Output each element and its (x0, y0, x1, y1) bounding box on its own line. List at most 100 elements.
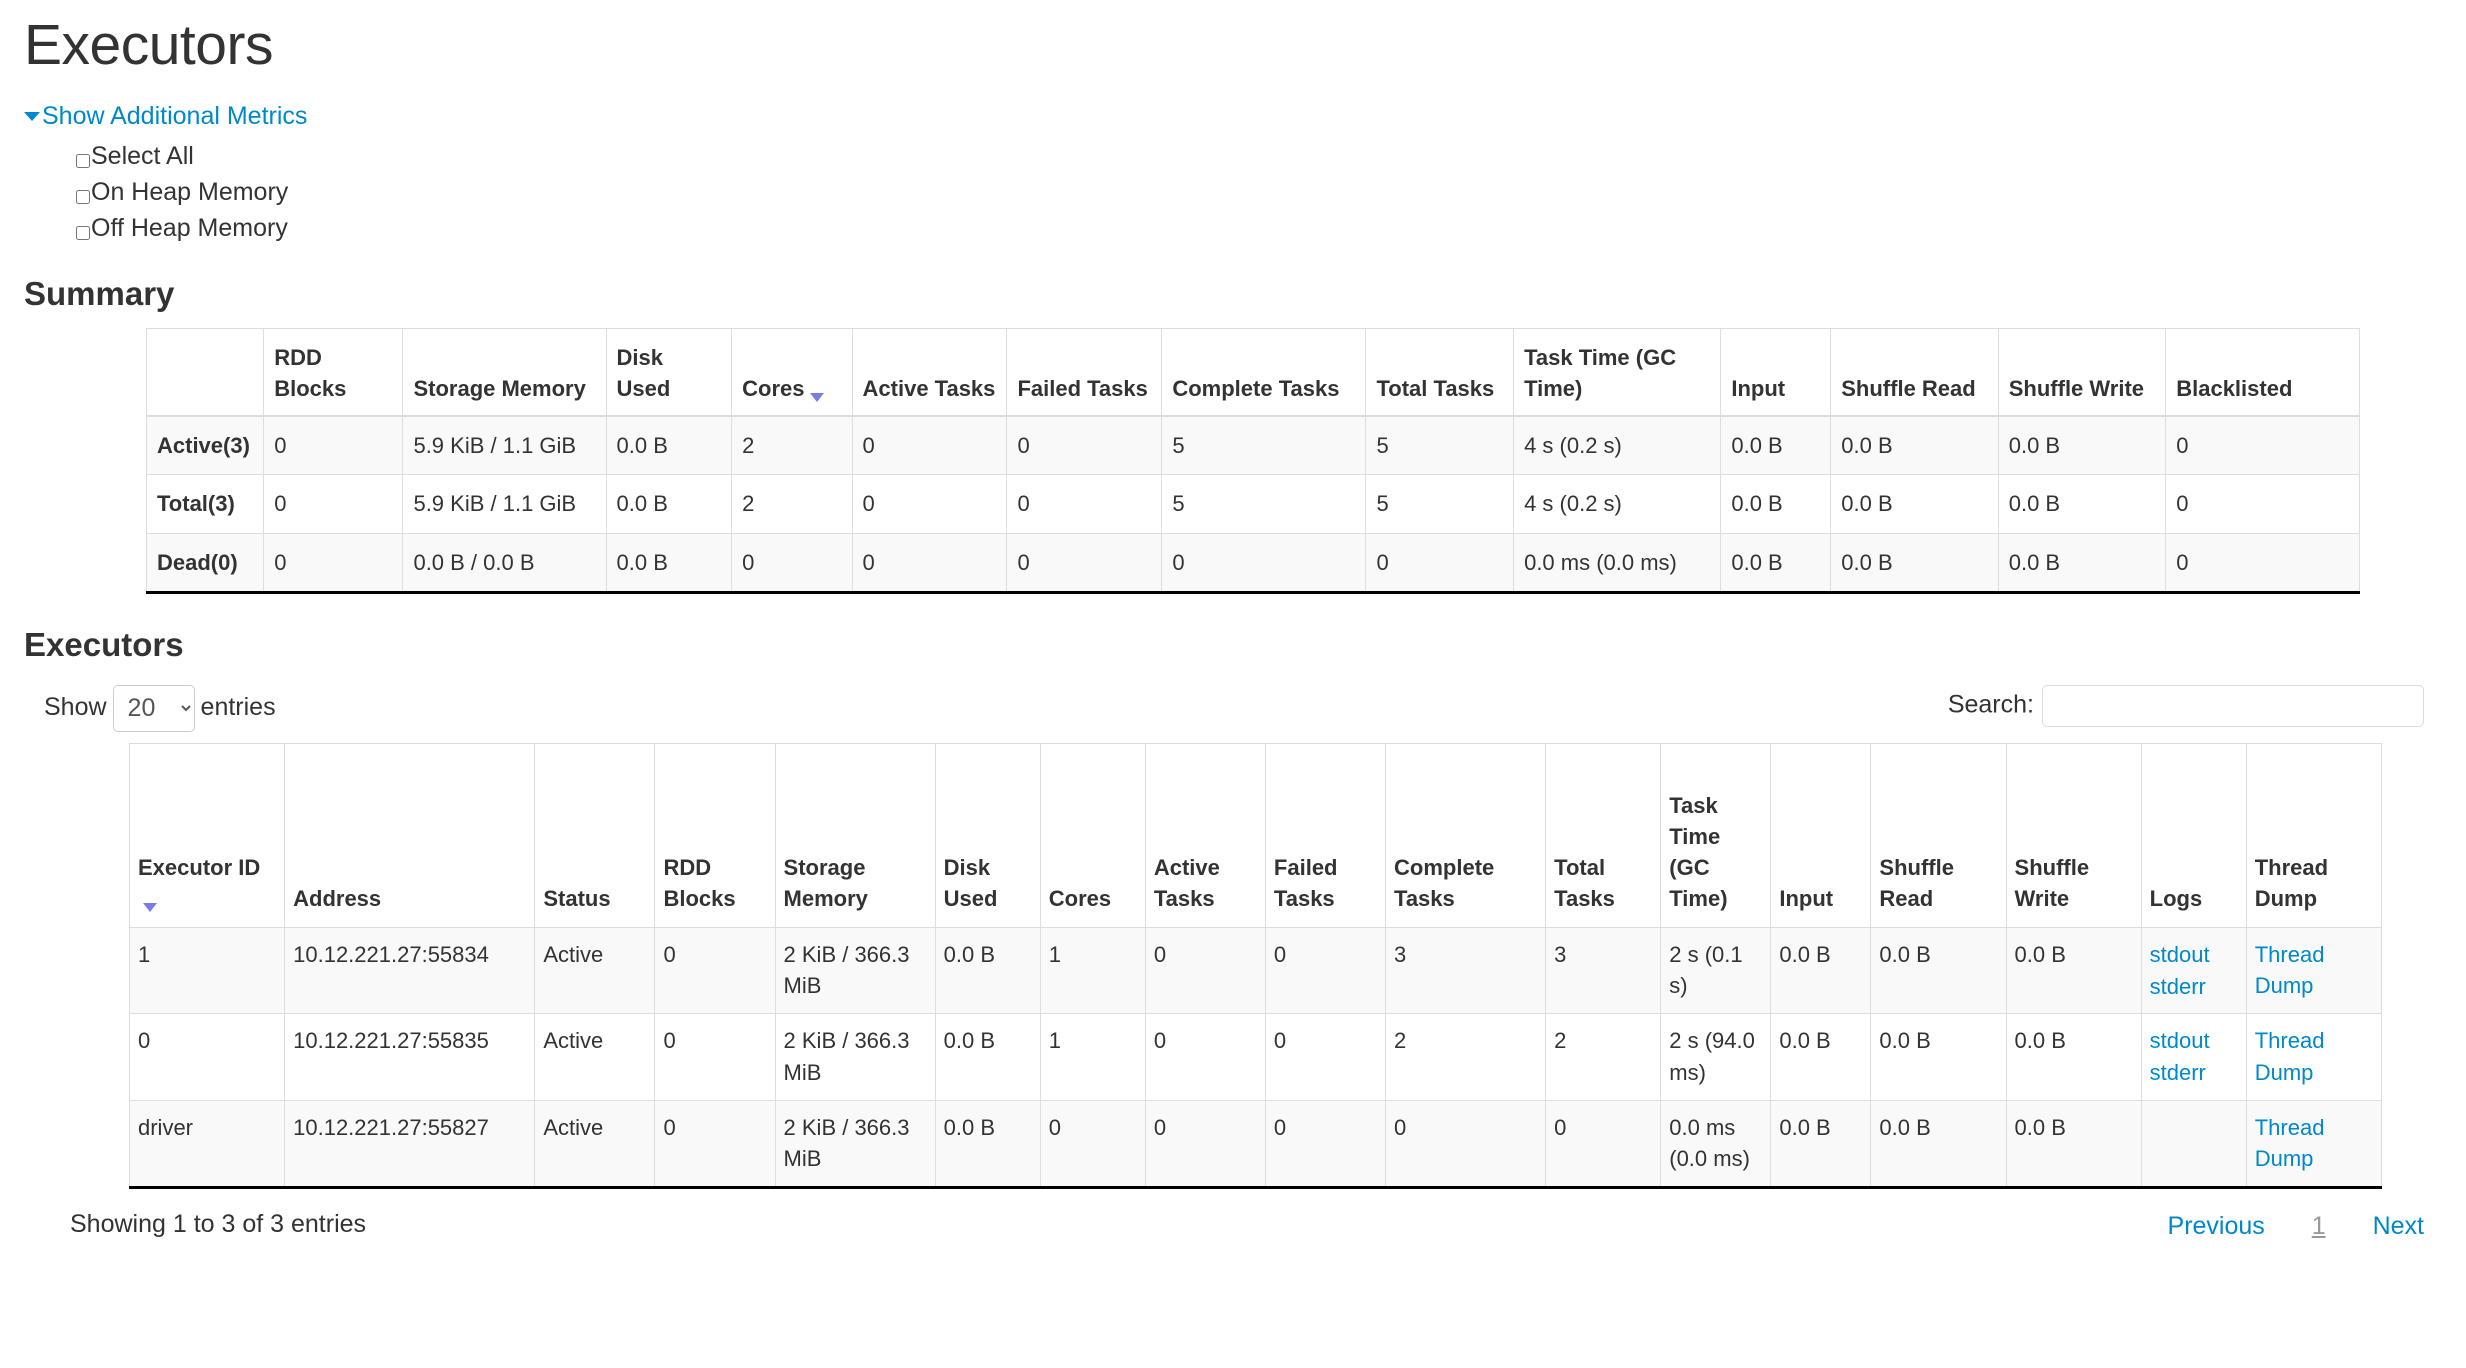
summary-col-rdd-blocks[interactable]: RDD Blocks (263, 327, 404, 418)
cell-address: 10.12.221.27:55835 (284, 1013, 536, 1102)
cell-logs: stdout stderr (2140, 926, 2247, 1015)
search-label: Search: (1947, 690, 2034, 719)
cell-logs (2140, 1100, 2247, 1188)
exec-col-status[interactable]: Status (534, 742, 656, 928)
cell-shuffle-read: 0.0 B (1830, 532, 1999, 593)
exec-col-failed-tasks[interactable]: Failed Tasks (1264, 742, 1387, 928)
cell-rdd-blocks: 0 (654, 1013, 776, 1102)
cell-shuffle-write: 0.0 B (2005, 926, 2142, 1015)
summary-col-total-tasks[interactable]: Total Tasks (1365, 327, 1515, 418)
search-input[interactable] (2042, 684, 2424, 727)
cell-disk-used: 0.0 B (605, 474, 733, 534)
thread-dump-link[interactable]: Thread Dump (2254, 941, 2325, 998)
metric-option-label: Select All (91, 141, 194, 170)
summary-col-storage-memory[interactable]: Storage Memory (402, 327, 607, 418)
cell-status: Active (534, 926, 656, 1015)
cell-failed-tasks: 0 (1264, 1100, 1387, 1188)
exec-col-complete-tasks[interactable]: Complete Tasks (1385, 742, 1547, 928)
summary-table-body: Active(3) 0 5.9 KiB / 1.1 GiB 0.0 B 2 0 … (145, 415, 2360, 593)
cell-address: 10.12.221.27:55834 (284, 926, 536, 1015)
thread-dump-link[interactable]: Thread Dump (2254, 1028, 2325, 1085)
summary-col-cores[interactable]: Cores (731, 327, 853, 418)
metric-option-select-all[interactable]: Select All (76, 138, 2442, 174)
cell-failed-tasks: 0 (1264, 1013, 1387, 1102)
exec-col-active-tasks[interactable]: Active Tasks (1144, 742, 1266, 928)
summary-col-blank[interactable] (145, 327, 265, 418)
stderr-link[interactable]: stderr (2149, 973, 2206, 999)
cell-blacklisted: 0 (2165, 532, 2360, 593)
datatable-controls: Show204060100Allentries Search: (24, 675, 2442, 739)
cell-rdd-blocks: 0 (263, 415, 404, 476)
cell-disk-used: 0.0 B (605, 415, 733, 476)
cell-complete-tasks: 5 (1161, 415, 1367, 476)
sort-descending-caret-icon (143, 903, 157, 913)
metric-option-on-heap-memory[interactable]: On Heap Memory (76, 174, 2442, 210)
stdout-link[interactable]: stdout (2149, 1028, 2210, 1054)
cell-shuffle-read: 0.0 B (1830, 415, 1999, 476)
cell-logs: stdout stderr (2140, 1013, 2247, 1102)
summary-col-complete-tasks[interactable]: Complete Tasks (1161, 327, 1367, 418)
cell-complete-tasks: 0 (1161, 532, 1367, 593)
cell-storage-memory: 5.9 KiB / 1.1 GiB (402, 415, 607, 476)
cell-task-time: 0.0 ms (0.0 ms) (1513, 532, 1722, 593)
summary-col-input[interactable]: Input (1720, 327, 1832, 418)
cell-rdd-blocks: 0 (263, 532, 404, 593)
table-row: Dead(0) 0 0.0 B / 0.0 B 0.0 B 0 0 0 0 0 … (145, 532, 2360, 593)
exec-col-storage-memory[interactable]: Storage Memory (774, 742, 936, 928)
thread-dump-link[interactable]: Thread Dump (2254, 1115, 2325, 1172)
exec-col-total-tasks[interactable]: Total Tasks (1545, 742, 1662, 928)
exec-col-thread-dump[interactable]: Thread Dump (2245, 742, 2383, 928)
cell-address: 10.12.221.27:55827 (284, 1100, 536, 1188)
show-additional-metrics-toggle[interactable]: Show Additional Metrics (24, 101, 307, 131)
exec-col-logs[interactable]: Logs (2140, 742, 2247, 928)
cell-input: 0.0 B (1720, 474, 1832, 534)
cell-cores: 0 (1039, 1100, 1146, 1188)
exec-col-rdd-blocks[interactable]: RDD Blocks (654, 742, 776, 928)
cell-cores: 2 (731, 415, 853, 476)
cell-cores: 2 (731, 474, 853, 534)
exec-col-disk-used[interactable]: Disk Used (934, 742, 1041, 928)
exec-col-address[interactable]: Address (284, 742, 536, 928)
cell-total-tasks: 5 (1365, 474, 1515, 534)
caret-down-icon (24, 111, 40, 121)
cell-storage-memory: 0.0 B / 0.0 B (402, 532, 607, 593)
cell-failed-tasks: 0 (1006, 474, 1163, 534)
entries-per-page-select[interactable]: 204060100All (112, 684, 195, 732)
stdout-link[interactable]: stdout (2149, 941, 2210, 967)
on-heap-memory-checkbox[interactable] (76, 190, 90, 205)
cell-shuffle-read: 0.0 B (1870, 926, 2007, 1015)
exec-col-task-time[interactable]: Task Time (GC Time) (1660, 742, 1772, 928)
next-page-button[interactable]: Next (2372, 1211, 2424, 1240)
summary-table-container: RDD Blocks Storage Memory Disk Used Core… (24, 327, 2442, 594)
cell-disk-used: 0.0 B (934, 926, 1041, 1015)
exec-col-input[interactable]: Input (1770, 742, 1872, 928)
metric-option-off-heap-memory[interactable]: Off Heap Memory (76, 210, 2442, 246)
exec-col-executor-id[interactable]: Executor ID (128, 742, 286, 928)
executors-table: Executor ID Address Status RDD Blocks St… (128, 742, 2383, 1189)
cell-shuffle-write: 0.0 B (1997, 474, 2167, 534)
page-title: Executors (24, 13, 273, 77)
summary-col-blacklisted[interactable]: Blacklisted (2165, 327, 2360, 418)
stderr-link[interactable]: stderr (2149, 1060, 2206, 1086)
summary-col-shuffle-write[interactable]: Shuffle Write (1997, 327, 2167, 418)
summary-col-active-tasks[interactable]: Active Tasks (851, 327, 1008, 418)
summary-col-failed-tasks[interactable]: Failed Tasks (1006, 327, 1163, 418)
table-row: Active(3) 0 5.9 KiB / 1.1 GiB 0.0 B 2 0 … (145, 415, 2360, 476)
summary-col-shuffle-read[interactable]: Shuffle Read (1830, 327, 1999, 418)
summary-col-disk-used[interactable]: Disk Used (605, 327, 733, 418)
off-heap-memory-checkbox[interactable] (76, 226, 90, 241)
select-all-checkbox[interactable] (76, 153, 90, 168)
summary-col-task-time[interactable]: Task Time (GC Time) (1513, 327, 1722, 418)
cell-task-time: 4 s (0.2 s) (1513, 415, 1722, 476)
exec-col-cores[interactable]: Cores (1039, 742, 1146, 928)
exec-col-shuffle-read[interactable]: Shuffle Read (1870, 742, 2007, 928)
previous-page-button[interactable]: Previous (2167, 1211, 2265, 1240)
cell-input: 0.0 B (1770, 1013, 1872, 1102)
page-number-1[interactable]: 1 (2311, 1211, 2326, 1240)
cell-shuffle-write: 0.0 B (1997, 532, 2167, 593)
summary-table: RDD Blocks Storage Memory Disk Used Core… (145, 327, 2360, 594)
executors-page: Executors Show Additional Metrics Select… (0, 14, 2466, 1259)
executors-section-title: Executors (24, 625, 184, 663)
exec-col-shuffle-write[interactable]: Shuffle Write (2005, 742, 2142, 928)
metric-option-label: On Heap Memory (91, 178, 289, 207)
